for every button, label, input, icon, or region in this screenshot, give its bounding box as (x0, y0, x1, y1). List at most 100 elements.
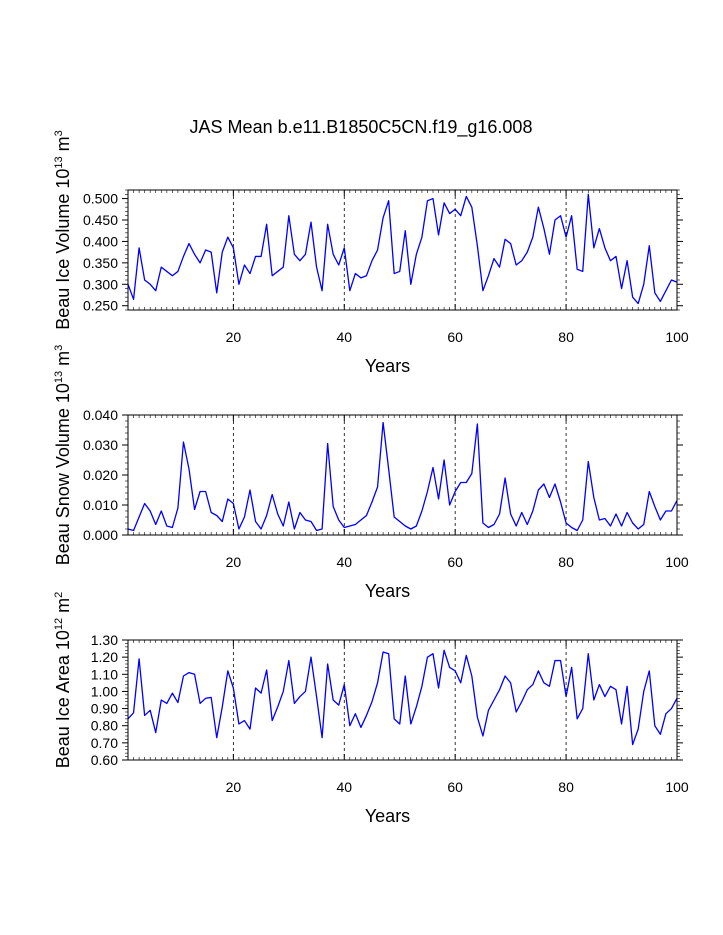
data-point (649, 670, 650, 671)
x-tick-label: 80 (558, 779, 574, 795)
data-point (432, 467, 433, 468)
figure-title: JAS Mean b.e11.B1850C5CN.f19_g16.008 (190, 117, 533, 138)
data-point (244, 516, 245, 517)
data-point (321, 737, 322, 738)
data-point (565, 237, 566, 238)
data-point (288, 501, 289, 502)
data-point (344, 247, 345, 248)
data-point (382, 422, 383, 423)
data-point (188, 468, 189, 469)
x-tick-label: 20 (226, 554, 242, 570)
data-point (421, 510, 422, 511)
data-point (610, 525, 611, 526)
data-point (260, 693, 261, 694)
data-point (638, 729, 639, 730)
data-point (188, 672, 189, 673)
data-point (660, 734, 661, 735)
data-point (316, 530, 317, 531)
data-point (482, 290, 483, 291)
data-point (394, 718, 395, 719)
data-point (654, 725, 655, 726)
data-point (560, 501, 561, 502)
data-point (410, 284, 411, 285)
data-point (277, 513, 278, 514)
data-point (549, 686, 550, 687)
data-point (660, 301, 661, 302)
data-point (177, 507, 178, 508)
data-point (177, 702, 178, 703)
data-point (150, 284, 151, 285)
data-point (216, 737, 217, 738)
data-point (416, 254, 417, 255)
data-point (238, 723, 239, 724)
data-point (188, 243, 189, 244)
data-point (443, 650, 444, 651)
panels: 20 40 60 80 100 0.250 0.300 0.350 0.400 0.450 0.50… (53, 130, 689, 826)
x-tick-label: 60 (447, 779, 463, 795)
data-point (460, 215, 461, 216)
data-point (649, 491, 650, 492)
data-point (582, 271, 583, 272)
data-point (521, 512, 522, 513)
data-point (610, 260, 611, 261)
data-point (466, 655, 467, 656)
data-point (626, 512, 627, 513)
data-point (216, 292, 217, 293)
chart-panel-3: 20 40 60 80 100 0.600.700.800.90 1.001.101.201… (53, 592, 689, 826)
data-point (305, 254, 306, 255)
data-point (516, 711, 517, 712)
data-point (222, 252, 223, 253)
x-tick-label: 80 (558, 554, 574, 570)
data-point (349, 725, 350, 726)
data-point (150, 510, 151, 511)
data-point (554, 219, 555, 220)
data-point (260, 256, 261, 257)
x-tick-label: 40 (336, 779, 352, 795)
x-tick-label: 20 (226, 329, 242, 345)
data-point (532, 510, 533, 511)
data-point (394, 516, 395, 517)
data-point (405, 675, 406, 676)
series-line (127, 649, 678, 746)
data-point (460, 482, 461, 483)
data-point (455, 670, 456, 671)
data-point (671, 510, 672, 511)
y-axis-label: Beau Ice Volume 1013 m3 (53, 130, 73, 330)
data-point (405, 230, 406, 231)
data-point (205, 491, 206, 492)
data-point (138, 247, 139, 248)
y-tick-label: 0.60 (91, 752, 118, 768)
data-point (593, 699, 594, 700)
data-point (205, 698, 206, 699)
data-point (577, 269, 578, 270)
y-tick-label: 0.250 (83, 298, 118, 314)
data-point (643, 524, 644, 525)
data-point (388, 653, 389, 654)
data-point (671, 708, 672, 709)
data-point (133, 530, 134, 531)
data-point (477, 245, 478, 246)
data-point (643, 284, 644, 285)
data-point (599, 684, 600, 685)
plot-frame (127, 639, 678, 761)
data-point (161, 510, 162, 511)
data-point (577, 718, 578, 719)
data-point (355, 524, 356, 525)
data-point (615, 513, 616, 514)
data-point (360, 727, 361, 728)
data-point (138, 516, 139, 517)
data-point (665, 290, 666, 291)
data-point (277, 706, 278, 707)
data-point (194, 674, 195, 675)
data-point (371, 260, 372, 261)
data-point (305, 691, 306, 692)
data-point (510, 682, 511, 683)
data-point (382, 651, 383, 652)
data-point (416, 706, 417, 707)
data-point (205, 249, 206, 250)
y-tick-label: 0.300 (83, 276, 118, 292)
data-point (427, 200, 428, 201)
x-tick-label: 20 (226, 779, 242, 795)
data-point (144, 503, 145, 504)
